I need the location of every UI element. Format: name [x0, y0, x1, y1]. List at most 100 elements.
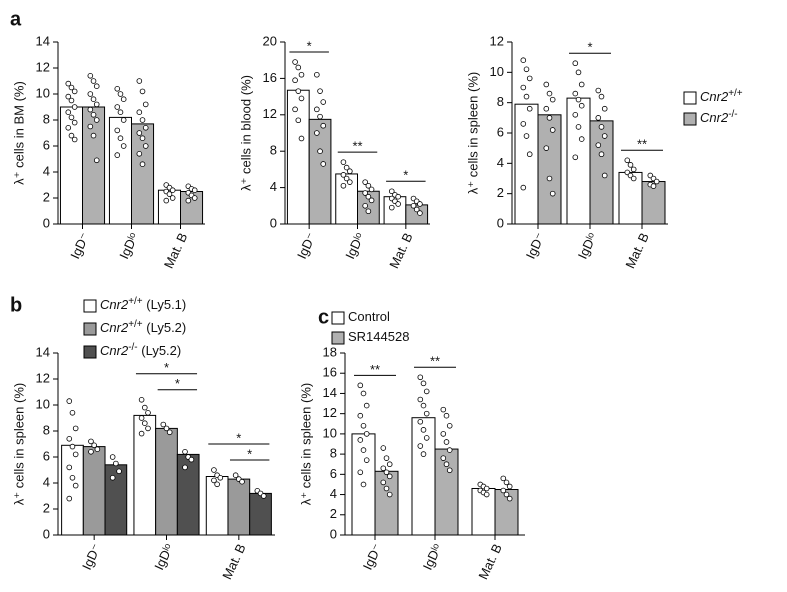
data-point: [239, 478, 245, 485]
bar: [155, 427, 178, 536]
bar: [59, 106, 83, 225]
data-point: [69, 474, 76, 481]
data-point: [94, 446, 101, 453]
legend-name: Cnr2: [100, 320, 129, 335]
data-point: [138, 415, 145, 421]
data-point: [483, 485, 490, 492]
data-point: [160, 421, 167, 428]
data-point: [117, 91, 124, 97]
data-point: [520, 84, 527, 91]
x-tick-label: Mat. B: [386, 230, 415, 270]
x-tick-label: IgD⁻: [360, 541, 385, 572]
data-point: [360, 390, 367, 397]
data-point: [90, 96, 97, 102]
legend-label: Cnr2+/+: [700, 88, 743, 105]
data-point: [417, 210, 423, 216]
legend-name: Cnr2: [100, 343, 129, 358]
bar: [494, 489, 519, 536]
legend-swatch: [83, 322, 97, 336]
data-point: [139, 135, 146, 142]
data-point: [443, 412, 450, 419]
data-point: [543, 105, 550, 112]
data-point: [446, 467, 453, 474]
data-point: [446, 447, 453, 453]
y-tick-label: 10: [490, 64, 504, 79]
data-point: [169, 187, 176, 194]
y-tick-label: 0: [330, 526, 337, 541]
data-point: [314, 130, 320, 136]
data-point: [483, 491, 490, 498]
data-point: [500, 487, 507, 494]
x-tick-label: IgDˡᵒ: [420, 541, 445, 572]
y-axis-label: λ⁺ cells in spleen (%): [11, 383, 26, 505]
y-axis-label: λ⁺ cells in spleen (%): [298, 383, 313, 505]
data-point: [217, 474, 224, 481]
data-point: [88, 448, 94, 455]
data-point: [383, 485, 390, 492]
x-tick-label: IgD⁻: [79, 541, 104, 572]
data-point: [440, 431, 447, 437]
significance-label: *: [403, 168, 408, 183]
x-tick-label: Mat. B: [161, 230, 190, 270]
data-point: [87, 91, 94, 97]
data-point: [380, 479, 387, 486]
data-point: [520, 57, 527, 63]
data-point: [65, 125, 72, 131]
y-tick-label: 14: [36, 344, 50, 359]
data-point: [66, 464, 73, 471]
data-point: [136, 109, 143, 115]
data-point: [653, 178, 660, 185]
legend-name: Cnr2: [100, 297, 129, 312]
data-point: [360, 447, 367, 453]
data-point: [360, 422, 367, 429]
data-point: [420, 451, 427, 457]
data-point: [211, 477, 217, 484]
data-point: [503, 479, 510, 486]
legend-sup: -/-: [728, 109, 737, 120]
data-point: [362, 179, 368, 185]
data-point: [232, 472, 239, 479]
data-point: [549, 96, 556, 103]
data-point: [360, 481, 367, 488]
data-point: [362, 190, 368, 196]
y-tick-label: 8: [270, 143, 277, 158]
data-point: [383, 469, 390, 476]
y-tick-label: 4: [330, 486, 337, 501]
data-point: [380, 445, 387, 451]
y-tick-label: 4: [497, 155, 504, 170]
data-point: [347, 168, 353, 175]
data-point: [68, 84, 75, 91]
y-tick-label: 10: [323, 425, 337, 440]
data-point: [601, 172, 608, 179]
data-point: [69, 443, 76, 450]
y-tick-label: 8: [497, 94, 504, 109]
significance-label: *: [307, 38, 312, 53]
data-point: [363, 457, 370, 463]
significance-label: *: [164, 360, 169, 375]
data-point: [440, 455, 447, 461]
data-point: [443, 461, 450, 468]
data-point: [386, 473, 393, 480]
data-point: [120, 96, 127, 102]
data-point: [386, 461, 393, 468]
data-point: [362, 203, 368, 209]
data-point: [630, 166, 637, 173]
data-point: [182, 464, 188, 471]
panel-label: b: [10, 294, 22, 316]
x-tick-label: Mat. B: [475, 541, 504, 581]
y-tick-label: 2: [43, 189, 50, 204]
data-point: [627, 162, 634, 168]
significance-label: **: [352, 139, 362, 154]
legend-sup: +/+: [128, 296, 143, 307]
data-point: [163, 197, 170, 204]
data-point: [572, 112, 579, 118]
legend-label: Control: [348, 309, 390, 324]
bar: [133, 414, 157, 536]
y-tick-label: 6: [330, 466, 337, 481]
data-point: [114, 104, 121, 110]
legend-label: Cnr2+/+ (Ly5.2): [100, 319, 186, 336]
legend-sup: +/+: [728, 88, 743, 99]
legend-suffix: (Ly5.2): [138, 343, 182, 358]
bar: [537, 114, 562, 225]
